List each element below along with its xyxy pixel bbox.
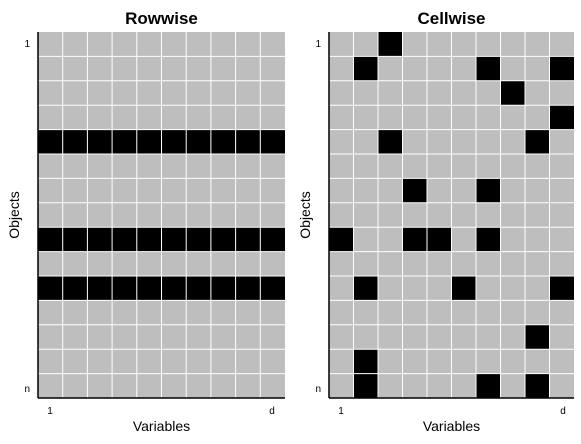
rowwise-y-axis-label: Objects (6, 191, 22, 238)
rowwise-missing-cell (186, 129, 211, 154)
rowwise-missing-cell (87, 227, 113, 252)
rowwise-title: Rowwise (125, 9, 198, 28)
cellwise-x-tick-first: 1 (338, 406, 344, 417)
cellwise-title: Cellwise (417, 9, 485, 28)
cellwise-missing-cell (353, 373, 378, 398)
cellwise-missing-cell (378, 129, 403, 154)
rowwise-y-tick-last: n (24, 384, 30, 395)
rowwise-missing-cell (260, 227, 285, 252)
rowwise-missing-cell (38, 276, 63, 301)
cellwise-y-tick-last: n (315, 384, 321, 395)
rowwise-missing-cell (112, 276, 137, 301)
rowwise-missing-cell (210, 129, 236, 154)
rowwise-missing-cell (136, 276, 162, 301)
cellwise-x-tick-last: d (560, 406, 566, 417)
rowwise-gridlines (38, 32, 285, 398)
cellwise-missing-cell (500, 80, 525, 106)
rowwise-missing-cell (62, 227, 88, 252)
rowwise-missing-cell (260, 129, 285, 154)
rowwise-missing-cell (136, 129, 162, 154)
cellwise-gridlines (329, 32, 574, 398)
rowwise-missing-cell (38, 129, 63, 154)
cellwise-missing-cell (549, 105, 574, 130)
rowwise-panel: Rowwise 1 n 1 d Variables Objects (6, 9, 285, 434)
cellwise-missing-cell (451, 276, 476, 301)
rowwise-missing-cell (87, 129, 113, 154)
rowwise-missing-cell (161, 276, 187, 301)
cellwise-missing-cell (476, 373, 501, 398)
cellwise-missing-cell (378, 32, 403, 57)
cellwise-missing-cell (402, 178, 427, 203)
cellwise-missing-cell (525, 373, 550, 398)
cellwise-missing-cell (353, 276, 378, 301)
rowwise-missing-cell (186, 276, 211, 301)
cellwise-panel: Cellwise 1 n 1 d Variables Objects (297, 9, 574, 434)
rowwise-missing-cell (161, 227, 187, 252)
rowwise-missing-cell (235, 129, 261, 154)
rowwise-missing-cell (38, 227, 63, 252)
cellwise-missing-cell (353, 56, 378, 81)
rowwise-missing-cell (136, 227, 162, 252)
cellwise-missing-cell (549, 276, 574, 301)
rowwise-x-tick-first: 1 (47, 406, 53, 417)
cellwise-missing-cell (549, 56, 574, 81)
rowwise-missing-cell (235, 276, 261, 301)
rowwise-missing-cell (210, 227, 236, 252)
rowwise-missing-cell (260, 276, 285, 301)
rowwise-x-tick-last: d (269, 406, 275, 417)
rowwise-missing-cell (62, 129, 88, 154)
cellwise-y-tick-first: 1 (315, 39, 321, 50)
rowwise-x-axis-label: Variables (133, 418, 190, 434)
rowwise-missing-cell (161, 129, 187, 154)
cellwise-missing-cell (525, 324, 550, 350)
cellwise-missing-cell (525, 129, 550, 154)
rowwise-missing-cell (112, 227, 137, 252)
rowwise-missing-cell (186, 227, 211, 252)
cellwise-missing-cell (402, 227, 427, 252)
rowwise-missing-cell (235, 227, 261, 252)
cellwise-missing-cell (476, 227, 501, 252)
rowwise-missing-cell (210, 276, 236, 301)
rowwise-missing-cell (62, 276, 88, 301)
cellwise-y-axis-label: Objects (297, 191, 313, 238)
cellwise-x-axis-label: Variables (423, 418, 480, 434)
rowwise-y-tick-first: 1 (24, 39, 30, 50)
cellwise-missing-cell (427, 227, 452, 252)
rowwise-missing-cell (112, 129, 137, 154)
cellwise-missing-cell (476, 56, 501, 81)
cellwise-missing-cell (353, 349, 378, 374)
cellwise-missing-cell (329, 227, 354, 252)
cellwise-missing-cell (476, 178, 501, 203)
rowwise-missing-cell (87, 276, 113, 301)
